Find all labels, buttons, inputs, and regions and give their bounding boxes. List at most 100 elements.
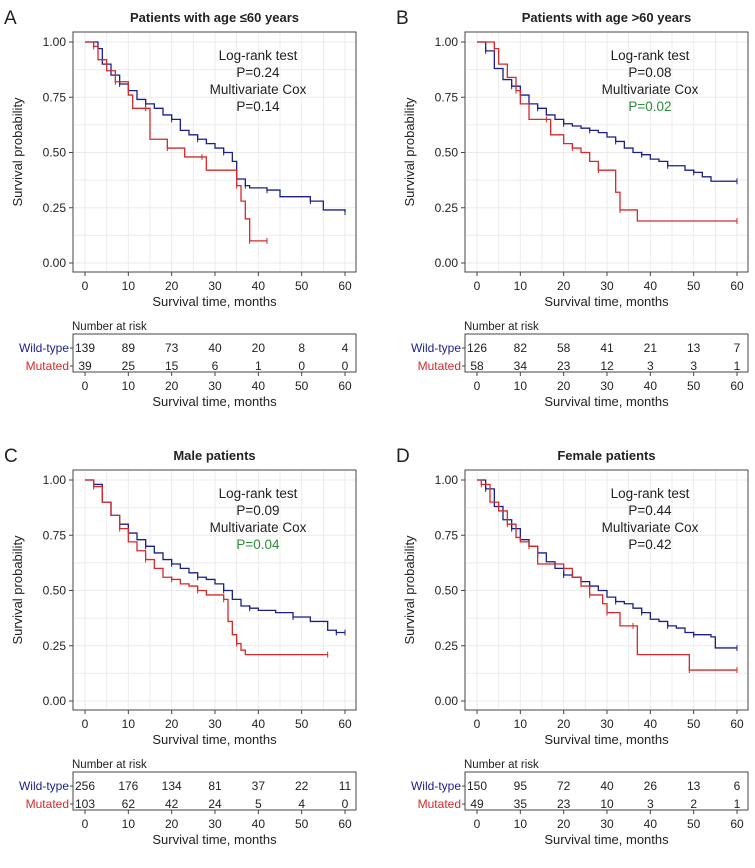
risk-x-axis-label: Survival time, months	[152, 832, 277, 847]
risk-value: 3	[647, 797, 654, 811]
x-tick-label: 20	[557, 279, 571, 293]
risk-value: 3	[647, 359, 654, 373]
risk-value: 58	[557, 341, 571, 355]
chart-title: Patients with age >60 years	[522, 10, 691, 25]
y-tick-label: 0.75	[435, 90, 459, 104]
risk-value: 22	[295, 779, 309, 793]
panel-b: B Patients with age >60 years 0.00 0.25 0.50…	[396, 8, 749, 409]
y-tick-label: 0.00	[43, 694, 67, 708]
y-tick-label: 0.25	[435, 201, 459, 215]
km-curve-wild-type	[477, 479, 737, 649]
risk-value: 37	[252, 779, 266, 793]
risk-value: 126	[467, 341, 487, 355]
risk-x-tick-label: 10	[122, 379, 136, 393]
risk-value: 5	[255, 797, 262, 811]
y-tick-label: 0.25	[43, 201, 67, 215]
risk-value: 34	[514, 359, 528, 373]
x-tick-label: 10	[122, 717, 136, 731]
risk-value: 89	[122, 341, 136, 355]
risk-table-header: Number at risk	[464, 321, 539, 333]
stat-line: P=0.09	[236, 503, 279, 518]
y-tick-label: 1.00	[43, 35, 67, 49]
x-tick-label: 20	[557, 717, 571, 731]
risk-value: 3	[690, 359, 697, 373]
risk-value: 139	[75, 341, 95, 355]
risk-value: 12	[600, 359, 614, 373]
x-tick-label: 60	[338, 717, 352, 731]
risk-value: 134	[162, 779, 182, 793]
chart-title: Female patients	[557, 448, 655, 463]
risk-x-tick-label: 30	[600, 817, 614, 831]
x-tick-label: 0	[82, 717, 89, 731]
x-tick-label: 0	[474, 717, 481, 731]
x-tick-label: 30	[208, 717, 222, 731]
y-tick-label: 0.75	[43, 528, 67, 542]
panel-a: A Patients with age ≤60 years 0.00 0.25 0.50…	[4, 8, 357, 409]
km-curve-mutated	[477, 41, 737, 222]
grid	[74, 471, 355, 709]
y-tick-label: 0.50	[435, 584, 459, 598]
risk-value: 35	[514, 797, 528, 811]
grid	[74, 33, 355, 271]
risk-x-tick-label: 10	[122, 817, 136, 831]
risk-x-axis-label: Survival time, months	[544, 394, 669, 409]
risk-value: 7	[734, 341, 741, 355]
risk-value: 0	[298, 359, 305, 373]
risk-table-header: Number at risk	[72, 321, 147, 333]
risk-table-box	[464, 333, 749, 373]
x-tick-label: 50	[295, 717, 309, 731]
stat-line: Log-rank test	[219, 48, 298, 63]
panel-letter: C	[4, 446, 18, 467]
panel-c: C Male patients 0.00 0.25 0.50 0.75 1.00 0 10 20 3…	[4, 446, 357, 847]
risk-x-tick-label: 10	[514, 379, 528, 393]
risk-value: 11	[339, 779, 352, 793]
stat-line: P=0.44	[628, 503, 672, 518]
stat-line: Multivariate Cox	[602, 82, 699, 97]
risk-value: 1	[734, 797, 741, 811]
chart-title: Male patients	[173, 448, 255, 463]
risk-value: 10	[600, 797, 614, 811]
risk-value: 256	[75, 779, 95, 793]
y-tick-label: 0.50	[43, 146, 67, 160]
risk-x-tick-label: 0	[82, 817, 89, 831]
risk-x-tick-label: 20	[165, 817, 179, 831]
y-tick-label: 0.75	[43, 90, 67, 104]
stat-line: Multivariate Cox	[210, 520, 307, 535]
risk-value: 150	[467, 779, 487, 793]
x-tick-label: 40	[252, 717, 266, 731]
risk-x-tick-label: 40	[644, 379, 658, 393]
x-tick-label: 20	[165, 279, 179, 293]
risk-x-tick-label: 40	[252, 817, 266, 831]
risk-value: 62	[122, 797, 136, 811]
risk-value: 72	[557, 779, 571, 793]
grid	[466, 33, 747, 271]
x-tick-label: 0	[474, 279, 481, 293]
panel-letter: B	[396, 8, 409, 29]
risk-x-tick-label: 10	[514, 817, 528, 831]
risk-x-tick-label: 60	[338, 817, 352, 831]
x-tick-label: 0	[82, 279, 89, 293]
km-curve-wild-type	[477, 41, 737, 182]
risk-row-label: Wild-type	[411, 341, 461, 355]
y-axis-label: Survival probability	[402, 535, 417, 645]
risk-value: 6	[734, 779, 741, 793]
x-tick-label: 40	[644, 717, 658, 731]
risk-value: 1	[734, 359, 741, 373]
risk-x-tick-label: 40	[252, 379, 266, 393]
risk-row-label: Mutated	[26, 359, 69, 373]
y-tick-label: 0.00	[43, 256, 67, 270]
risk-value: 4	[342, 341, 349, 355]
risk-value: 26	[644, 779, 658, 793]
x-tick-label: 40	[252, 279, 266, 293]
y-tick-label: 0.25	[43, 639, 67, 653]
risk-value: 73	[165, 341, 179, 355]
risk-value: 103	[75, 797, 95, 811]
x-axis-label: Survival time, months	[544, 294, 669, 309]
y-tick-label: 1.00	[435, 473, 459, 487]
risk-x-tick-label: 20	[557, 379, 571, 393]
risk-x-tick-label: 30	[208, 379, 222, 393]
x-tick-label: 60	[730, 279, 744, 293]
risk-value: 1	[255, 359, 262, 373]
y-axis-label: Survival probability	[402, 97, 417, 207]
risk-x-tick-label: 60	[338, 379, 352, 393]
